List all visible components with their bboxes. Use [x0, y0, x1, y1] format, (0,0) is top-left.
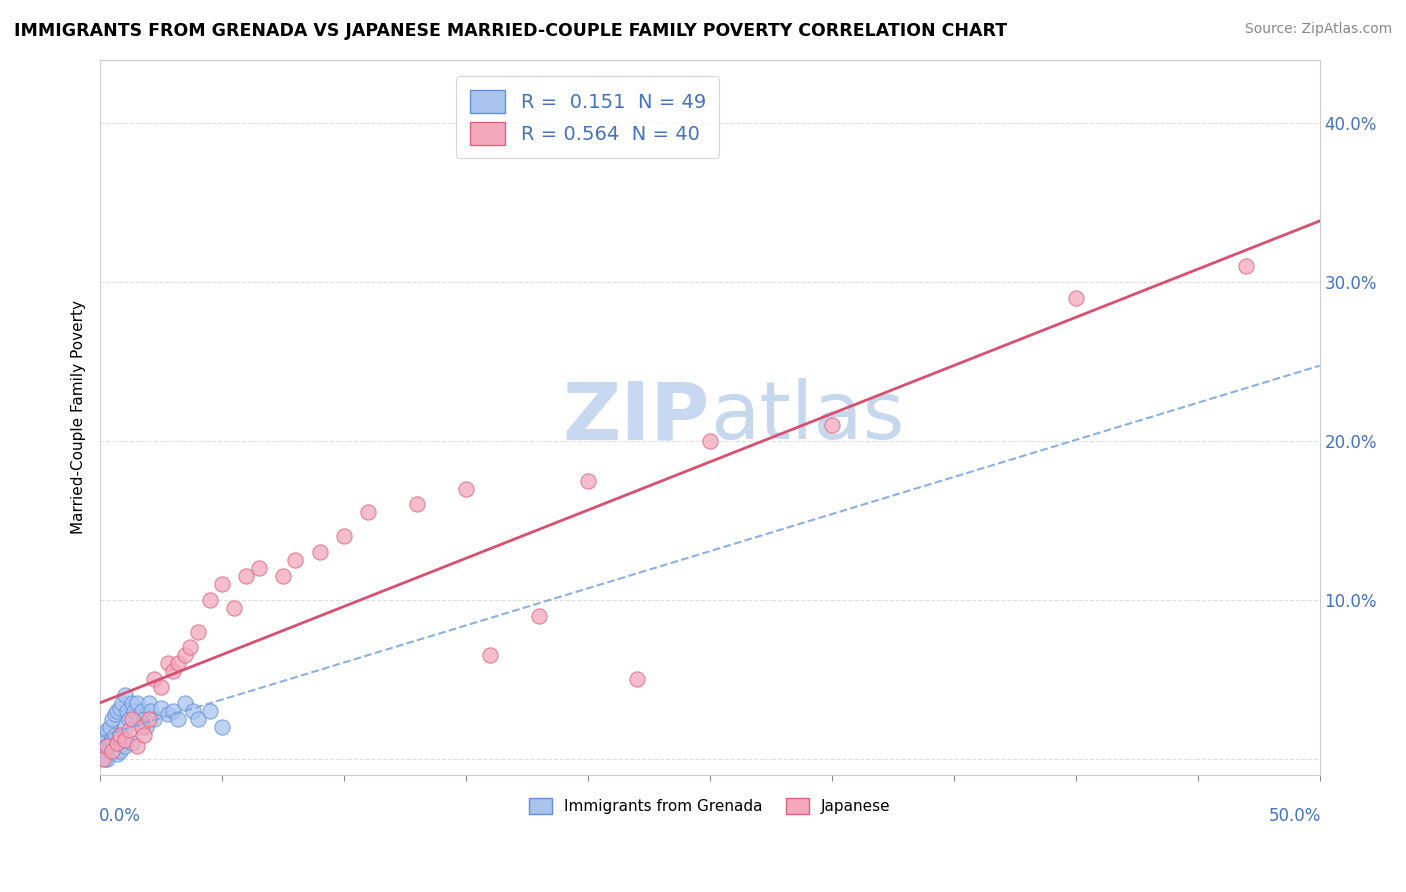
Point — [132, 728, 155, 742]
Point — [132, 712, 155, 726]
Point — [98, 720, 121, 734]
Point — [150, 680, 173, 694]
Point — [333, 529, 356, 543]
Point — [105, 736, 128, 750]
Text: 50.0%: 50.0% — [1268, 806, 1320, 825]
Point — [626, 672, 648, 686]
Point — [96, 739, 118, 753]
Point — [198, 592, 221, 607]
Point — [115, 704, 138, 718]
Point — [284, 553, 307, 567]
Point — [121, 736, 143, 750]
Point — [821, 417, 844, 432]
Point — [94, 752, 117, 766]
Point — [121, 712, 143, 726]
Point — [181, 704, 204, 718]
Text: 0.0%: 0.0% — [98, 806, 141, 825]
Point — [271, 569, 294, 583]
Point — [98, 736, 121, 750]
Point — [527, 608, 550, 623]
Point — [108, 728, 131, 742]
Point — [211, 577, 233, 591]
Point — [167, 657, 190, 671]
Point — [179, 640, 201, 655]
Point — [101, 744, 124, 758]
Point — [101, 732, 124, 747]
Point — [94, 728, 117, 742]
Point — [98, 744, 121, 758]
Point — [454, 482, 477, 496]
Point — [174, 648, 197, 663]
Point — [114, 739, 136, 753]
Point — [111, 736, 134, 750]
Point — [101, 712, 124, 726]
Point — [108, 728, 131, 742]
Point — [142, 672, 165, 686]
Point — [104, 707, 127, 722]
Point — [576, 474, 599, 488]
Point — [699, 434, 721, 448]
Point — [357, 505, 380, 519]
Point — [1064, 291, 1087, 305]
Point — [157, 657, 180, 671]
Point — [91, 752, 114, 766]
Point — [162, 665, 184, 679]
Point — [96, 752, 118, 766]
Point — [104, 728, 127, 742]
Point — [91, 736, 114, 750]
Point — [101, 744, 124, 758]
Point — [131, 720, 153, 734]
Point — [96, 723, 118, 737]
Point — [124, 704, 146, 718]
Point — [114, 732, 136, 747]
Point — [198, 704, 221, 718]
Point — [114, 720, 136, 734]
Point — [108, 744, 131, 758]
Point — [187, 712, 209, 726]
Point — [114, 688, 136, 702]
Point — [211, 720, 233, 734]
Point — [406, 498, 429, 512]
Point — [104, 744, 127, 758]
Point — [128, 712, 150, 726]
Point — [141, 704, 163, 718]
Point — [91, 744, 114, 758]
Text: atlas: atlas — [710, 378, 904, 456]
Point — [131, 704, 153, 718]
Point — [235, 569, 257, 583]
Point — [108, 701, 131, 715]
Point — [111, 696, 134, 710]
Point — [138, 696, 160, 710]
Point — [96, 739, 118, 753]
Point — [224, 600, 246, 615]
Point — [138, 712, 160, 726]
Point — [167, 712, 190, 726]
Legend: Immigrants from Grenada, Japanese: Immigrants from Grenada, Japanese — [523, 792, 897, 821]
Point — [142, 712, 165, 726]
Y-axis label: Married-Couple Family Poverty: Married-Couple Family Poverty — [72, 300, 86, 534]
Point — [247, 561, 270, 575]
Text: Source: ZipAtlas.com: Source: ZipAtlas.com — [1244, 22, 1392, 37]
Point — [479, 648, 502, 663]
Point — [162, 704, 184, 718]
Point — [125, 739, 148, 753]
Point — [174, 696, 197, 710]
Point — [105, 704, 128, 718]
Point — [1234, 259, 1257, 273]
Text: ZIP: ZIP — [562, 378, 710, 456]
Point — [150, 701, 173, 715]
Point — [121, 696, 143, 710]
Point — [308, 545, 330, 559]
Text: IMMIGRANTS FROM GRENADA VS JAPANESE MARRIED-COUPLE FAMILY POVERTY CORRELATION CH: IMMIGRANTS FROM GRENADA VS JAPANESE MARR… — [14, 22, 1007, 40]
Point — [105, 736, 128, 750]
Point — [187, 624, 209, 639]
Point — [118, 723, 141, 737]
Point — [125, 696, 148, 710]
Point — [135, 720, 157, 734]
Point — [105, 747, 128, 761]
Point — [157, 707, 180, 722]
Point — [118, 712, 141, 726]
